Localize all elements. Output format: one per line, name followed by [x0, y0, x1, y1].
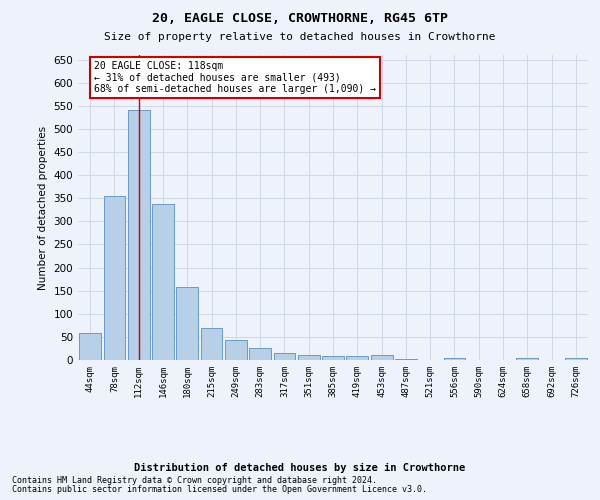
Bar [176, 288, 198, 360]
Text: Contains HM Land Registry data © Crown copyright and database right 2024.: Contains HM Land Registry data © Crown c… [12, 476, 377, 485]
Bar [274, 352, 295, 360]
Bar [298, 356, 320, 360]
Bar [128, 110, 149, 360]
Bar [371, 356, 392, 360]
Bar [104, 196, 125, 360]
Bar [152, 204, 174, 360]
Y-axis label: Number of detached properties: Number of detached properties [38, 126, 48, 290]
Text: Distribution of detached houses by size in Crowthorne: Distribution of detached houses by size … [134, 462, 466, 472]
Text: Contains public sector information licensed under the Open Government Licence v3: Contains public sector information licen… [12, 485, 427, 494]
Bar [565, 358, 587, 360]
Text: 20, EAGLE CLOSE, CROWTHORNE, RG45 6TP: 20, EAGLE CLOSE, CROWTHORNE, RG45 6TP [152, 12, 448, 26]
Text: 20 EAGLE CLOSE: 118sqm
← 31% of detached houses are smaller (493)
68% of semi-de: 20 EAGLE CLOSE: 118sqm ← 31% of detached… [94, 60, 376, 94]
Bar [346, 356, 368, 360]
Bar [395, 358, 417, 360]
Bar [200, 328, 223, 360]
Text: Size of property relative to detached houses in Crowthorne: Size of property relative to detached ho… [104, 32, 496, 42]
Bar [443, 358, 466, 360]
Bar [517, 358, 538, 360]
Bar [225, 340, 247, 360]
Bar [322, 356, 344, 360]
Bar [249, 348, 271, 360]
Bar [79, 333, 101, 360]
